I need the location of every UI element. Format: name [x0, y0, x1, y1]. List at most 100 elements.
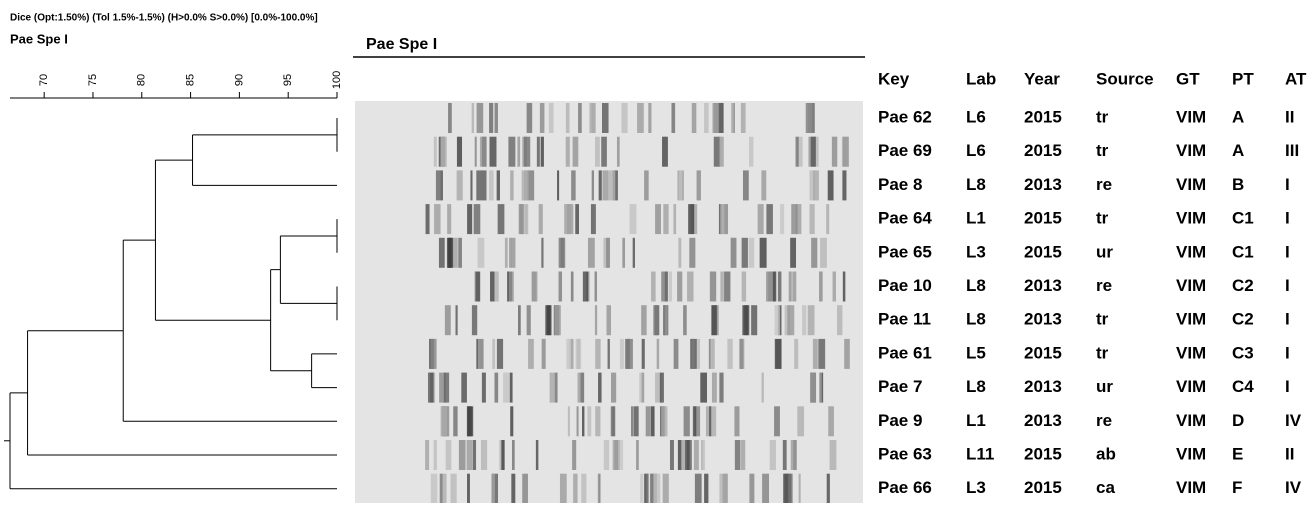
gel-band: [671, 103, 675, 133]
table-cell: Pae 65: [878, 242, 932, 261]
gel-band: [789, 272, 792, 302]
table-cell: I: [1285, 242, 1290, 261]
gel-band: [527, 305, 531, 335]
gel-band: [441, 170, 443, 200]
gel-band: [681, 440, 684, 470]
gel-band: [434, 440, 437, 470]
table-cell: 2015: [1024, 478, 1062, 497]
table-cell: VIM: [1176, 444, 1206, 463]
gel-band: [741, 103, 746, 133]
gel-band: [541, 137, 544, 167]
gel-band: [481, 170, 486, 200]
gel-band: [559, 238, 566, 268]
gel-band: [571, 272, 574, 302]
table-cell: L3: [966, 478, 986, 497]
gel-band: [660, 373, 664, 403]
gel-band: [431, 474, 438, 503]
gel-band: [613, 440, 618, 470]
gel-band: [568, 406, 570, 436]
gel-band: [688, 204, 694, 234]
gel-band: [663, 204, 668, 234]
gel-band: [524, 137, 530, 167]
gel-band: [637, 103, 644, 133]
table-cell: 2015: [1024, 242, 1062, 261]
gel-band: [580, 373, 584, 403]
table-cell: VIM: [1176, 209, 1206, 228]
gel-band: [434, 137, 437, 167]
gel-title: Pae Spe I: [366, 36, 437, 53]
gel-band: [467, 440, 473, 470]
gel-band: [663, 474, 669, 503]
gel-band: [819, 272, 823, 302]
gel-band: [711, 305, 717, 335]
gel-band: [844, 339, 850, 369]
table-cell: L11: [966, 444, 994, 463]
table-cell: E: [1232, 444, 1243, 463]
gel-band: [595, 406, 600, 436]
gel-band: [604, 440, 609, 470]
table-cell: re: [1096, 175, 1112, 194]
gel-band: [479, 339, 484, 369]
gel-band: [653, 305, 658, 335]
gel-band: [813, 170, 819, 200]
table-cell: L3: [966, 242, 986, 261]
gel-band: [557, 170, 559, 200]
gel-band: [576, 339, 582, 369]
gel-band: [633, 238, 635, 268]
table-cell: L8: [966, 377, 986, 396]
gel-band: [509, 272, 514, 302]
gel-band: [760, 238, 767, 268]
table-cell: VIM: [1176, 377, 1206, 396]
gel-band: [678, 238, 681, 268]
gel-band: [458, 238, 462, 268]
gel-band: [741, 440, 746, 470]
gel-band: [508, 137, 515, 167]
gel-band: [455, 305, 457, 335]
gel-band: [792, 272, 796, 302]
table-cell: L8: [966, 310, 986, 329]
table-cell: VIM: [1176, 343, 1206, 362]
table-cell: I: [1285, 276, 1290, 295]
gel-band: [472, 305, 477, 335]
gel-band: [742, 238, 748, 268]
table-cell: L5: [966, 343, 986, 362]
gel-band: [476, 272, 480, 302]
table-cell: VIM: [1176, 107, 1206, 126]
table-cell: IV: [1285, 478, 1302, 497]
gel-band: [655, 204, 661, 234]
gel-band: [606, 305, 611, 335]
gel-band: [482, 373, 486, 403]
gel-band: [620, 339, 624, 369]
gel-band: [787, 305, 794, 335]
gel-band: [820, 238, 827, 268]
gel-band: [457, 137, 462, 167]
gel-band: [778, 272, 782, 302]
gel-band: [426, 204, 430, 234]
gel-band: [542, 339, 546, 369]
gel-band: [428, 373, 433, 403]
gel-band: [595, 137, 600, 167]
gel-band: [447, 204, 451, 234]
gel-band: [617, 137, 620, 167]
gel-band: [773, 272, 776, 302]
gel-band: [674, 339, 679, 369]
gel-band: [482, 137, 487, 167]
gel-band: [749, 137, 753, 167]
gel-band: [828, 406, 834, 436]
gel-band: [606, 238, 610, 268]
gel-band: [780, 204, 784, 234]
gel-band: [731, 238, 737, 268]
gel-band: [719, 474, 721, 503]
table-cell: Pae 11: [878, 310, 931, 329]
table-cell: F: [1232, 478, 1242, 497]
gel-band: [577, 406, 579, 436]
gel-band: [693, 406, 696, 436]
gel-lane: [355, 101, 863, 135]
gel-band: [813, 339, 818, 369]
table-cell: 2013: [1024, 175, 1062, 194]
gel-band: [640, 474, 643, 503]
gel-band: [536, 440, 538, 470]
gel-band: [665, 305, 668, 335]
table-cell: C4: [1232, 377, 1254, 396]
table-cell: ur: [1096, 242, 1113, 261]
